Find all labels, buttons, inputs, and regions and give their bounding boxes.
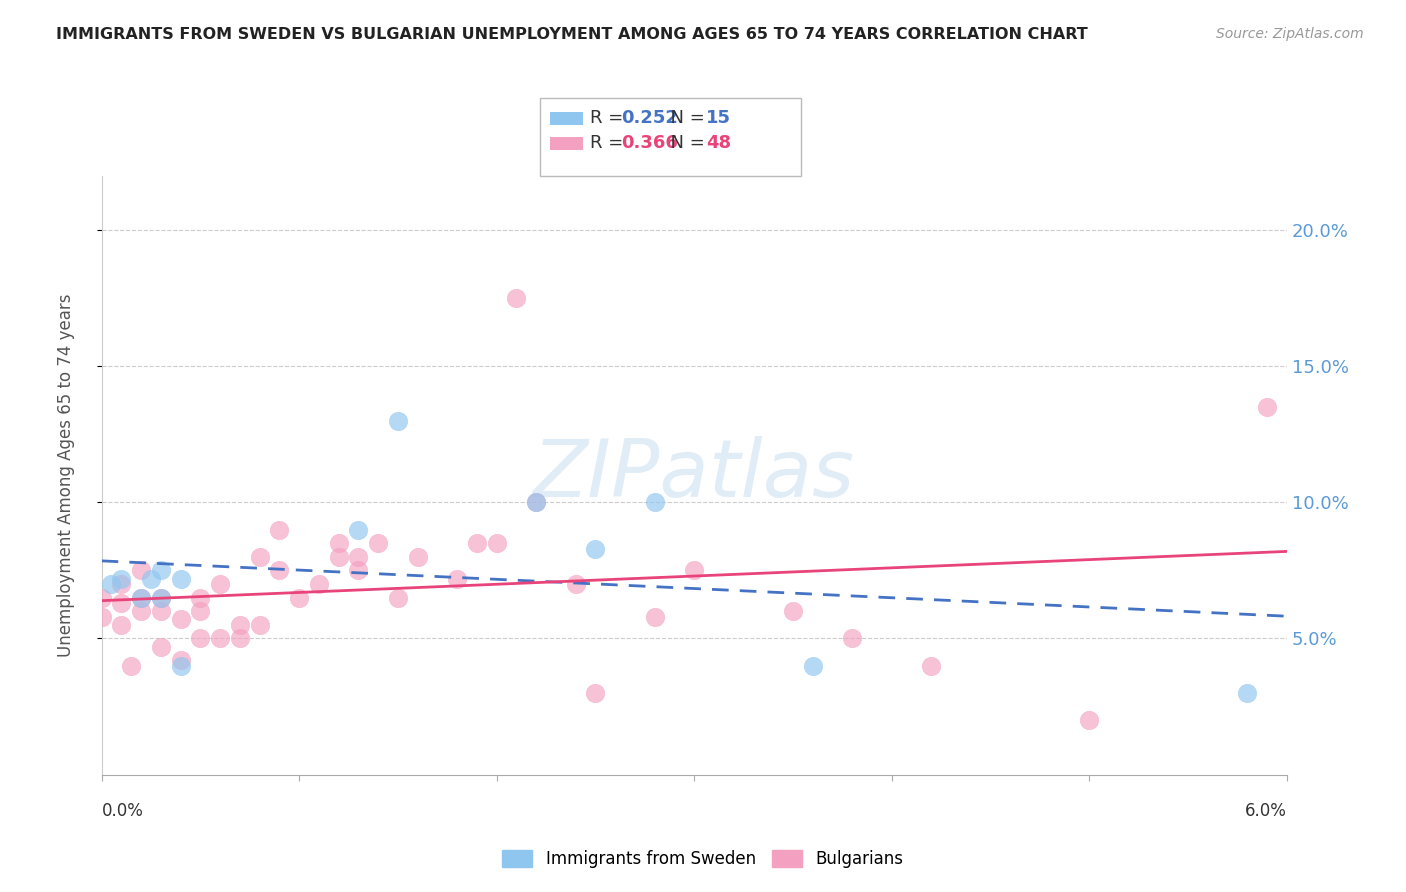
Text: 0.0%: 0.0% xyxy=(101,802,143,820)
Point xyxy=(129,563,152,577)
Point xyxy=(524,495,547,509)
Text: Source: ZipAtlas.com: Source: ZipAtlas.com xyxy=(1216,27,1364,41)
Text: IMMIGRANTS FROM SWEDEN VS BULGARIAN UNEMPLOYMENT AMONG AGES 65 TO 74 YEARS CORRE: IMMIGRANTS FROM SWEDEN VS BULGARIAN UNEM… xyxy=(56,27,1088,42)
Point xyxy=(90,609,112,624)
Point xyxy=(308,577,330,591)
Text: R =: R = xyxy=(591,109,628,127)
Point xyxy=(367,536,389,550)
Point xyxy=(328,549,350,564)
Point xyxy=(169,612,191,626)
Text: N =: N = xyxy=(658,109,710,127)
Point xyxy=(585,686,607,700)
Point xyxy=(149,604,172,618)
FancyBboxPatch shape xyxy=(550,137,583,151)
Point xyxy=(328,536,350,550)
Point xyxy=(644,609,666,624)
Text: 0.252: 0.252 xyxy=(621,109,678,127)
Point xyxy=(90,591,112,605)
Point xyxy=(100,577,122,591)
Text: 6.0%: 6.0% xyxy=(1246,802,1286,820)
Point xyxy=(169,572,191,586)
Point xyxy=(387,414,409,428)
Point xyxy=(1256,400,1278,414)
Point xyxy=(347,563,370,577)
Point xyxy=(169,653,191,667)
Point xyxy=(406,549,429,564)
Point xyxy=(347,549,370,564)
Point xyxy=(920,658,942,673)
Point xyxy=(110,572,132,586)
Point xyxy=(188,591,211,605)
Point xyxy=(149,640,172,654)
Point xyxy=(188,604,211,618)
Point xyxy=(229,617,252,632)
Point xyxy=(229,632,252,646)
Point xyxy=(110,577,132,591)
Text: 48: 48 xyxy=(706,135,731,153)
Point xyxy=(188,632,211,646)
Point xyxy=(120,658,142,673)
Point xyxy=(209,632,232,646)
Y-axis label: Unemployment Among Ages 65 to 74 years: Unemployment Among Ages 65 to 74 years xyxy=(58,293,75,657)
Point xyxy=(269,563,291,577)
Point xyxy=(1236,686,1258,700)
Point xyxy=(149,563,172,577)
Point xyxy=(129,591,152,605)
Point xyxy=(110,617,132,632)
Point xyxy=(129,604,152,618)
Point xyxy=(505,291,527,305)
Point xyxy=(169,658,191,673)
Point xyxy=(129,591,152,605)
Point xyxy=(446,572,468,586)
Point xyxy=(110,596,132,610)
FancyBboxPatch shape xyxy=(540,98,801,176)
Point xyxy=(585,541,607,556)
Point xyxy=(249,549,271,564)
Text: R =: R = xyxy=(591,135,628,153)
Point xyxy=(347,523,370,537)
Text: 0.366: 0.366 xyxy=(621,135,678,153)
Point xyxy=(269,523,291,537)
Point xyxy=(564,577,586,591)
Point xyxy=(465,536,488,550)
Point xyxy=(524,495,547,509)
Legend: Immigrants from Sweden, Bulgarians: Immigrants from Sweden, Bulgarians xyxy=(495,843,911,875)
Point xyxy=(149,591,172,605)
Text: N =: N = xyxy=(658,135,710,153)
Point xyxy=(149,591,172,605)
FancyBboxPatch shape xyxy=(550,112,583,125)
Point xyxy=(782,604,804,618)
Point xyxy=(841,632,863,646)
Point xyxy=(288,591,311,605)
Point xyxy=(209,577,232,591)
Point xyxy=(644,495,666,509)
Point xyxy=(387,591,409,605)
Point xyxy=(801,658,824,673)
Point xyxy=(139,572,162,586)
Point xyxy=(1078,713,1101,727)
Point xyxy=(249,617,271,632)
Text: ZIPatlas: ZIPatlas xyxy=(533,436,855,514)
Point xyxy=(683,563,706,577)
Text: 15: 15 xyxy=(706,109,731,127)
Point xyxy=(485,536,508,550)
